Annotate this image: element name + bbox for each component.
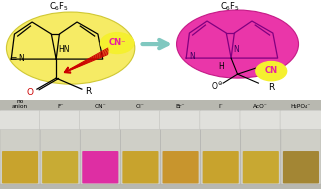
Text: Br⁻: Br⁻ — [176, 104, 185, 109]
FancyBboxPatch shape — [241, 119, 281, 184]
Text: $\mathsf{C_6F_5}$: $\mathsf{C_6F_5}$ — [49, 1, 69, 13]
FancyBboxPatch shape — [2, 151, 38, 184]
Text: $\mathregular{=N}$: $\mathregular{=N}$ — [9, 52, 25, 63]
Text: N: N — [190, 52, 195, 61]
Text: H: H — [219, 62, 224, 71]
Text: CN⁻: CN⁻ — [108, 38, 126, 47]
FancyBboxPatch shape — [120, 110, 161, 130]
Text: O$^{\ominus}$: O$^{\ominus}$ — [211, 81, 223, 92]
FancyBboxPatch shape — [80, 110, 121, 130]
FancyBboxPatch shape — [162, 151, 199, 184]
FancyBboxPatch shape — [80, 119, 120, 184]
Circle shape — [256, 61, 287, 81]
FancyBboxPatch shape — [160, 110, 202, 130]
Ellipse shape — [6, 12, 135, 84]
FancyBboxPatch shape — [283, 151, 319, 184]
Text: no
anion: no anion — [12, 99, 28, 109]
FancyBboxPatch shape — [240, 110, 282, 130]
FancyBboxPatch shape — [40, 119, 80, 184]
Text: $\mathsf{C_6F_5}$: $\mathsf{C_6F_5}$ — [220, 1, 239, 13]
FancyBboxPatch shape — [39, 110, 81, 130]
FancyBboxPatch shape — [120, 119, 160, 184]
FancyBboxPatch shape — [203, 151, 239, 184]
Ellipse shape — [177, 10, 299, 78]
FancyBboxPatch shape — [122, 151, 159, 184]
Text: Cl⁻: Cl⁻ — [136, 104, 145, 109]
FancyBboxPatch shape — [200, 110, 242, 130]
FancyBboxPatch shape — [0, 119, 40, 184]
Text: R: R — [85, 87, 91, 96]
FancyBboxPatch shape — [160, 119, 201, 184]
Text: H₂PO₄⁻: H₂PO₄⁻ — [291, 104, 311, 109]
Text: N: N — [233, 45, 239, 54]
Text: R: R — [268, 83, 274, 92]
Text: F⁻: F⁻ — [57, 104, 64, 109]
FancyBboxPatch shape — [281, 119, 321, 184]
Text: CN⁻: CN⁻ — [94, 104, 106, 109]
Text: CN: CN — [265, 66, 278, 75]
Text: O: O — [27, 88, 34, 97]
FancyBboxPatch shape — [280, 110, 321, 130]
FancyBboxPatch shape — [201, 119, 241, 184]
Circle shape — [100, 33, 134, 53]
Text: I⁻: I⁻ — [218, 104, 223, 109]
Text: HN: HN — [58, 45, 69, 54]
FancyBboxPatch shape — [0, 110, 41, 130]
FancyBboxPatch shape — [82, 151, 118, 184]
FancyBboxPatch shape — [0, 100, 321, 189]
Text: AcO⁻: AcO⁻ — [253, 104, 268, 109]
FancyBboxPatch shape — [42, 151, 78, 184]
FancyBboxPatch shape — [243, 151, 279, 184]
